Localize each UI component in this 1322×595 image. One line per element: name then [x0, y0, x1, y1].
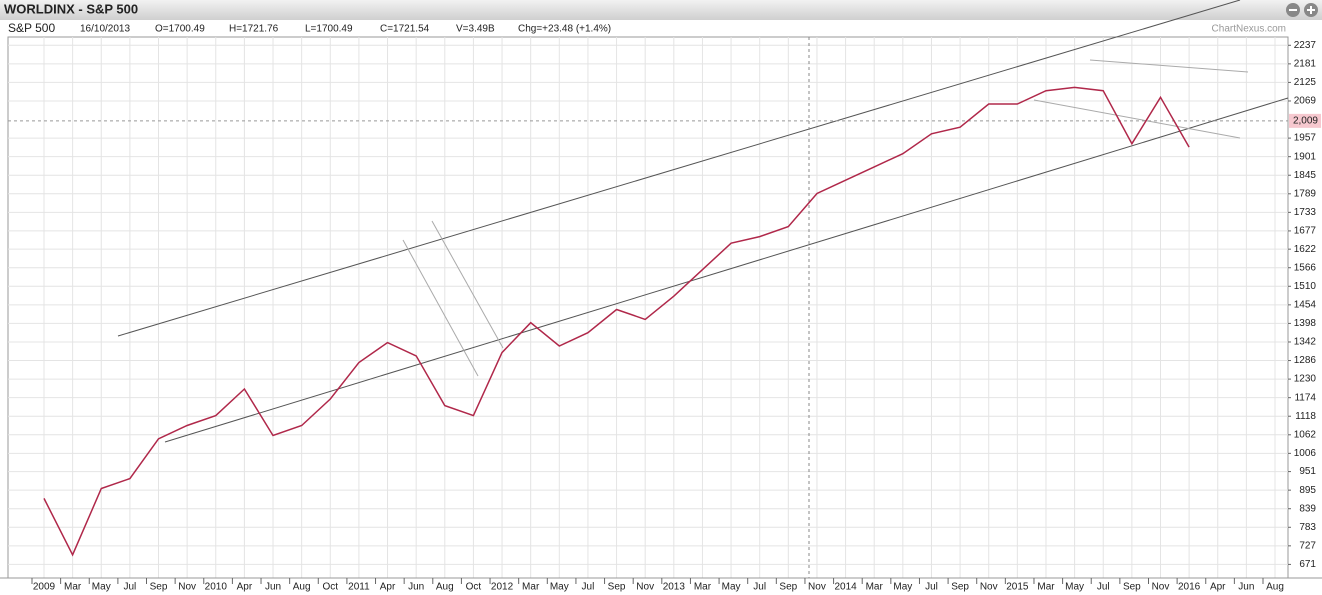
info-field: L=1700.49 — [305, 24, 353, 35]
symbol: S&P 500 — [8, 21, 55, 35]
x-tick-label: Aug — [436, 582, 454, 593]
info-field: O=1700.49 — [155, 24, 205, 35]
y-tick-label: 783 — [1299, 522, 1316, 533]
plot-area — [7, 36, 1289, 579]
x-tick-label: 2013 — [663, 582, 686, 593]
trend-line — [117, 0, 1241, 337]
current-level-label: 2,009 — [1293, 116, 1318, 127]
x-tick-label: Aug — [293, 582, 311, 593]
x-tick-label: Nov — [636, 582, 654, 593]
x-tick-label: Nov — [980, 582, 998, 593]
x-tick-label: 2012 — [491, 582, 514, 593]
x-tick-label: Mar — [694, 582, 712, 593]
y-tick-label: 1733 — [1294, 207, 1317, 218]
x-tick-label: Oct — [466, 582, 482, 593]
x-tick-label: Apr — [380, 582, 396, 593]
trend-line — [431, 220, 504, 349]
y-tick-label: 1342 — [1294, 337, 1317, 348]
y-tick-label: 1510 — [1294, 281, 1317, 292]
x-tick-label: Nov — [1152, 582, 1170, 593]
x-tick-label: Sep — [150, 582, 168, 593]
current-level-box — [1289, 113, 1321, 128]
title-bar — [0, 0, 1322, 20]
y-tick-label: 1230 — [1294, 374, 1317, 385]
info-field: H=1721.76 — [229, 24, 279, 35]
trend-line — [164, 97, 1289, 443]
x-tick-label: Jun — [1238, 582, 1254, 593]
trend-line — [402, 239, 479, 377]
y-tick-label: 1062 — [1294, 429, 1317, 440]
info-field: Chg=+23.48 (+1.4%) — [518, 24, 611, 35]
y-tick-label: 1454 — [1294, 299, 1317, 310]
x-tick-label: May — [722, 582, 741, 593]
y-tick-label: 1845 — [1294, 170, 1317, 181]
x-tick-label: Jul — [123, 582, 136, 593]
y-tick-label: 1174 — [1294, 392, 1316, 403]
y-tick-label: 1622 — [1294, 244, 1317, 255]
x-tick-label: 2011 — [348, 582, 370, 593]
y-tick-label: 1789 — [1294, 188, 1317, 199]
x-tick-label: May — [1065, 582, 1084, 593]
y-tick-label: 2237 — [1294, 40, 1317, 51]
y-tick-label: 839 — [1299, 503, 1316, 514]
x-tick-label: 2015 — [1006, 582, 1029, 593]
x-tick-label: 2009 — [33, 582, 56, 593]
x-tick-label: Sep — [1123, 582, 1141, 593]
watermark: ChartNexus.com — [1212, 24, 1286, 35]
x-tick-label: Jul — [582, 582, 595, 593]
x-tick-label: Oct — [322, 582, 338, 593]
y-tick-label: 1118 — [1295, 411, 1316, 422]
x-tick-label: Mar — [522, 582, 540, 593]
chart-title: WORLDINX - S&P 500 — [4, 1, 138, 16]
y-tick-label: 1957 — [1294, 133, 1317, 144]
x-tick-label: Mar — [866, 582, 884, 593]
y-tick-label: 2181 — [1294, 58, 1317, 69]
y-tick-label: 2125 — [1294, 77, 1317, 88]
y-tick-label: 727 — [1299, 540, 1316, 551]
x-tick-label: Nov — [178, 582, 196, 593]
x-tick-label: Jun — [265, 582, 281, 593]
y-tick-label: 2069 — [1294, 96, 1317, 107]
x-tick-label: Jul — [1097, 582, 1110, 593]
x-tick-label: Apr — [237, 582, 253, 593]
info-field: C=1721.54 — [380, 24, 430, 35]
x-tick-label: May — [893, 582, 912, 593]
x-tick-label: Jul — [753, 582, 766, 593]
y-tick-label: 895 — [1299, 485, 1316, 496]
y-tick-label: 1006 — [1294, 448, 1317, 459]
x-tick-label: Jul — [925, 582, 938, 593]
price-line — [43, 86, 1190, 557]
x-tick-label: Nov — [808, 582, 826, 593]
x-tick-label: Jun — [408, 582, 424, 593]
date: 16/10/2013 — [80, 24, 130, 35]
info-field: V=3.49B — [456, 24, 495, 35]
x-tick-label: Apr — [1210, 582, 1226, 593]
x-tick-label: May — [92, 582, 111, 593]
x-tick-label: 2010 — [205, 582, 228, 593]
x-tick-label: Aug — [1266, 582, 1284, 593]
y-tick-label: 951 — [1299, 466, 1316, 477]
trend-line — [1089, 59, 1249, 73]
x-tick-label: May — [550, 582, 569, 593]
x-tick-label: Sep — [608, 582, 626, 593]
x-tick-label: 2014 — [834, 582, 857, 593]
y-tick-label: 1566 — [1294, 262, 1317, 273]
x-tick-label: Mar — [1037, 582, 1055, 593]
x-tick-label: Mar — [64, 582, 82, 593]
y-tick-label: 1901 — [1294, 151, 1317, 162]
x-tick-label: 2016 — [1178, 582, 1201, 593]
y-tick-label: 1677 — [1294, 226, 1317, 237]
x-tick-label: Sep — [951, 582, 969, 593]
y-tick-label: 1398 — [1294, 318, 1317, 329]
x-tick-label: Sep — [779, 582, 797, 593]
trend-line — [1033, 99, 1241, 139]
y-tick-label: 1286 — [1294, 355, 1317, 366]
y-tick-label: 671 — [1299, 559, 1316, 570]
